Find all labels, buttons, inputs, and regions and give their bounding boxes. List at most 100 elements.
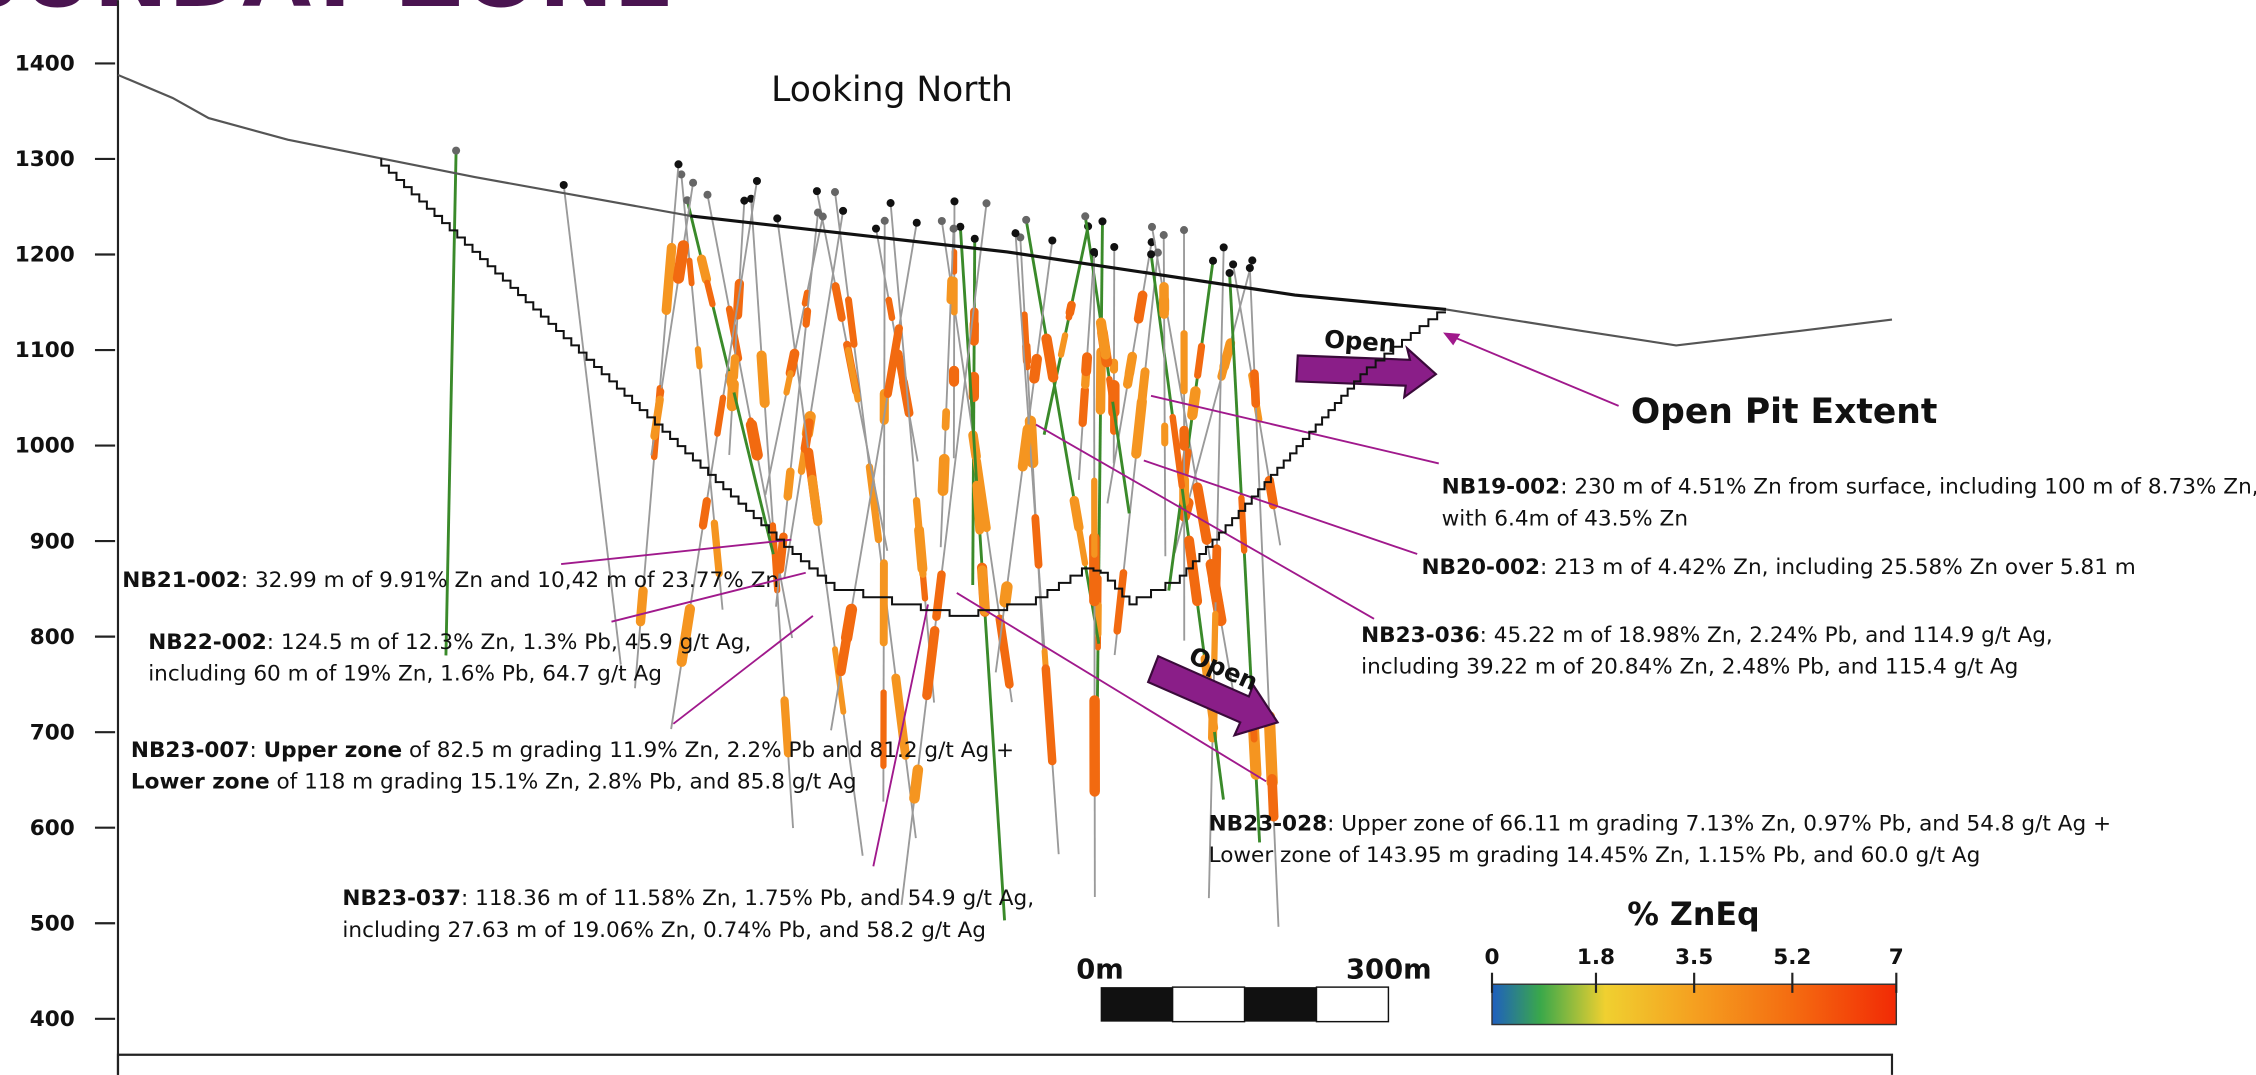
assay-interval	[807, 474, 823, 526]
annotation-line: NB23-028: Upper zone of 66.11 m grading …	[1209, 811, 2112, 836]
assay-interval	[1095, 347, 1106, 415]
annotation-line: NB20-002: 213 m of 4.42% Zn, including 2…	[1422, 555, 2136, 580]
leader-line	[956, 592, 1267, 783]
annotation-text: NB20-002	[1422, 555, 1541, 580]
annotations: NB19-002: 230 m of 4.51% Zn from surface…	[122, 394, 2256, 943]
collar	[982, 199, 991, 208]
drill-hole	[1167, 260, 1215, 591]
annotation-line: Lower zone of 143.95 m grading 14.45% Zn…	[1209, 843, 1981, 868]
assay-interval	[1133, 290, 1148, 324]
assay-interval	[635, 586, 648, 627]
view-label: Looking North	[771, 70, 1013, 110]
collar	[1048, 236, 1057, 245]
assay-interval	[972, 480, 985, 535]
assay-interval	[1211, 610, 1219, 664]
assay-interval	[725, 371, 738, 393]
assay-interval	[946, 276, 956, 305]
drill-hole	[776, 218, 864, 856]
assay-interval	[1263, 710, 1278, 789]
collar	[950, 197, 959, 206]
collar	[559, 180, 568, 190]
assay-interval	[883, 324, 903, 398]
assay-interval	[941, 408, 951, 431]
annotation-line: including 60 m of 19% Zn, 1.6% Pb, 64.7 …	[148, 662, 662, 687]
annotation-text: : 32.99 m of 9.91% Zn and 10,42 m of 23.…	[241, 568, 779, 593]
assay-interval	[672, 240, 690, 284]
annotation-text: : Upper zone of 66.11 m grading 7.13% Zn…	[1327, 811, 2111, 836]
leader-line	[672, 615, 814, 725]
assay-interval	[1217, 357, 1230, 381]
assay-interval	[1250, 369, 1261, 408]
collar	[1245, 263, 1254, 273]
assay-interval	[1184, 535, 1203, 607]
annotation-text: of 82.5 m grading 11.9% Zn, 2.2% Pb and …	[402, 738, 1014, 763]
scale-end: 300m	[1346, 954, 1432, 985]
collar	[1110, 242, 1119, 251]
arrow-head	[1443, 332, 1461, 346]
leader-line	[1035, 423, 1375, 620]
tick-label: 1100	[15, 338, 75, 363]
assay-interval	[1106, 376, 1116, 402]
collar	[1011, 229, 1020, 238]
leader-line	[872, 604, 929, 867]
assay-interval	[1267, 774, 1279, 822]
elevation-axis: 1400 1300 1200 1100 1000 900 800 700 600 500 400	[15, 52, 116, 1032]
collar	[871, 224, 881, 233]
assay-interval	[1041, 664, 1057, 766]
annotation-text: NB23-037	[342, 886, 461, 911]
assay-interval	[844, 296, 858, 348]
collar	[1159, 231, 1168, 240]
annotation-text: Lower zone of 143.95 m grading 14.45% Zn…	[1209, 843, 1981, 868]
annotation-text: Upper zone	[264, 738, 403, 763]
annotation-text: NB22-002	[148, 630, 267, 655]
collar	[1219, 243, 1228, 252]
legend-title: % ZnEq	[1627, 897, 1759, 933]
assay-interval	[909, 764, 924, 804]
collar	[689, 178, 698, 187]
tick-label: 1400	[15, 52, 75, 77]
assay-interval	[802, 307, 812, 328]
assay-interval	[999, 581, 1013, 608]
assay-interval	[650, 395, 664, 441]
collar	[956, 222, 965, 231]
collar	[674, 160, 683, 169]
annotation-text: NB23-028	[1209, 811, 1328, 836]
assay-interval	[694, 346, 703, 370]
collar	[1147, 222, 1157, 231]
tick-label: 900	[30, 529, 75, 554]
collar	[1022, 215, 1031, 224]
assay-interval	[1131, 396, 1147, 459]
assay-interval	[1065, 305, 1074, 321]
assay-interval	[1041, 333, 1059, 383]
collar	[937, 216, 946, 226]
legend-tick-label: 7	[1889, 945, 1904, 970]
annotation-text: : 118.36 m of 11.58% Zn, 1.75% Pb, and 5…	[461, 886, 1034, 911]
collar	[677, 170, 686, 179]
assay-interval	[1192, 482, 1212, 545]
annotation-line: NB23-037: 118.36 m of 11.58% Zn, 1.75% P…	[342, 886, 1034, 911]
assay-interval	[865, 463, 883, 544]
annotation-text: with 6.4m of 43.5% Zn	[1442, 506, 1688, 531]
assay-interval	[1078, 386, 1090, 427]
tick-label: 1200	[15, 243, 75, 268]
assay-interval	[1187, 386, 1201, 421]
pit-outline	[380, 158, 1446, 617]
collar	[1229, 260, 1238, 269]
legend-ticks: 0 1.8 3.5 5.2 7	[1485, 945, 1904, 993]
assay-interval	[1031, 514, 1043, 569]
drill-hole	[728, 200, 746, 455]
assay-interval	[696, 254, 712, 284]
open-arrow: Open	[1295, 324, 1438, 400]
annotation-text: including 39.22 m of 20.84% Zn, 2.48% Pb…	[1361, 654, 2018, 679]
assay-interval	[704, 279, 716, 308]
assay-interval	[840, 603, 858, 644]
assay-interval	[801, 289, 811, 307]
annotation-text: including 27.63 m of 19.06% Zn, 0.74% Pb…	[342, 918, 986, 943]
annotation-text: : 124.5 m of 12.3% Zn, 1.3% Pb, 45.9 g/t…	[267, 630, 751, 655]
assay-interval	[1194, 342, 1206, 379]
frame	[116, 1053, 1894, 1075]
drill-hole	[952, 201, 956, 459]
drill-holes	[444, 146, 1282, 927]
legend-tick-label: 0	[1485, 945, 1500, 970]
